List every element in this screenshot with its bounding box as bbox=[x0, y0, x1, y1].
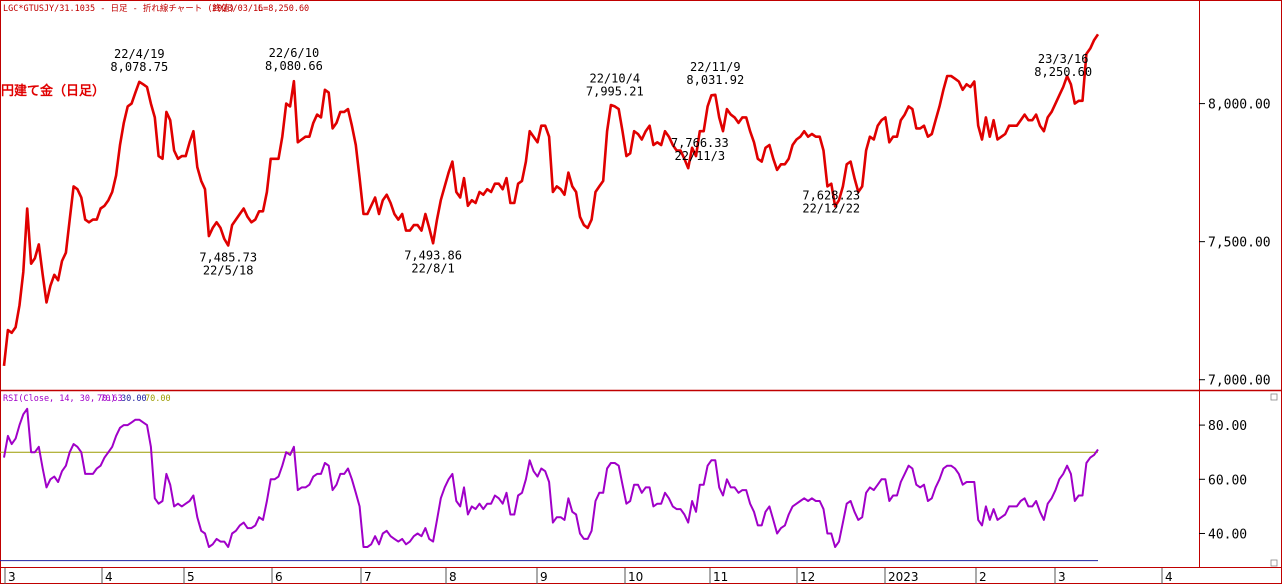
rsi-y-tick-label: 80.00 bbox=[1208, 419, 1247, 434]
annotation-line1: 23/3/16 bbox=[1038, 52, 1089, 66]
price-line bbox=[2, 33, 1100, 367]
rsi-y-tick-label: 60.00 bbox=[1208, 473, 1247, 488]
annotation-line2: 8,078.75 bbox=[110, 60, 168, 74]
series-legend-label: 円建て金（日足） bbox=[1, 83, 105, 99]
x-tick-label: 8 bbox=[449, 570, 457, 584]
annotation-line2: 22/11/3 bbox=[675, 149, 726, 163]
annotation-line2: 7,995.21 bbox=[586, 84, 644, 98]
annotation-layer: 22/4/198,078.757,485.7322/5/1822/6/108,0… bbox=[110, 46, 1092, 277]
annotation-line1: 22/10/4 bbox=[589, 71, 640, 85]
x-tick-label: 4 bbox=[1165, 570, 1173, 584]
chart-header-last: L=8,250.60 bbox=[258, 4, 309, 14]
rsi-y-tick-label: 40.00 bbox=[1208, 527, 1247, 542]
y-tick-label: 7,000.00 bbox=[1208, 374, 1271, 389]
annotation-line2: 8,250.60 bbox=[1034, 65, 1092, 79]
axis-layer: 3 4 5 6 7 8 9 10 11 12 2023 2 3 4 7,000.00 7,500.00 8,00… bbox=[8, 98, 1271, 584]
panel-scroll-down[interactable] bbox=[1270, 559, 1278, 567]
y-tick-label: 7,500.00 bbox=[1208, 236, 1271, 251]
annotation-line2: 8,080.66 bbox=[265, 59, 323, 73]
x-tick-label: 11 bbox=[713, 570, 728, 584]
x-tick-label: 10 bbox=[628, 570, 643, 584]
x-tick-label: 6 bbox=[275, 570, 283, 584]
panel-scroll-up[interactable] bbox=[1270, 393, 1278, 401]
month-lines bbox=[4, 568, 1163, 584]
x-tick-label: 9 bbox=[540, 570, 548, 584]
y-tick-label: 8,000.00 bbox=[1208, 98, 1271, 113]
x-tick-label: 12 bbox=[800, 570, 815, 584]
x-tick-label: 3 bbox=[1058, 570, 1066, 584]
rsi-panel bbox=[0, 407, 1099, 562]
annotation-line2: 8,031.92 bbox=[686, 73, 744, 87]
price-panel bbox=[2, 33, 1100, 367]
annotation-line1: 7,628.23 bbox=[802, 189, 860, 203]
annotation-line1: 22/6/10 bbox=[269, 46, 320, 60]
annotation-line1: 7,485.73 bbox=[199, 251, 257, 265]
annotation-line1: 22/11/9 bbox=[690, 60, 741, 74]
x-tick-label: 3 bbox=[8, 570, 16, 584]
chart-header-date: 2023/03/16 bbox=[212, 4, 263, 14]
x-tick-label: 5 bbox=[187, 570, 195, 584]
x-tick-label: 2 bbox=[979, 570, 987, 584]
annotation-line1: 7,766.33 bbox=[671, 136, 729, 150]
x-tick-label: 4 bbox=[105, 570, 113, 584]
annotation-line2: 22/8/1 bbox=[411, 261, 454, 275]
rsi-line bbox=[3, 407, 1099, 548]
x-tick-label: 7 bbox=[364, 570, 372, 584]
rsi-header-value2: 30.00 bbox=[121, 394, 147, 404]
rsi-header-value3: 70.00 bbox=[145, 394, 171, 404]
x-tick-label: 2023 bbox=[888, 570, 919, 584]
rsi-header-label: RSI(Close, 14, 30, 70) bbox=[3, 394, 116, 404]
chart-header-symbol: LGC*GTUSJY/31.1035 - 日足 - 折れ線チャート (終値) bbox=[3, 3, 235, 14]
annotation-line2: 22/5/18 bbox=[203, 264, 254, 278]
annotation-line1: 7,493.86 bbox=[404, 248, 462, 262]
annotation-line2: 22/12/22 bbox=[802, 202, 860, 216]
rsi-header-value1: 70.63 bbox=[97, 394, 123, 404]
annotation-line1: 22/4/19 bbox=[114, 47, 165, 61]
